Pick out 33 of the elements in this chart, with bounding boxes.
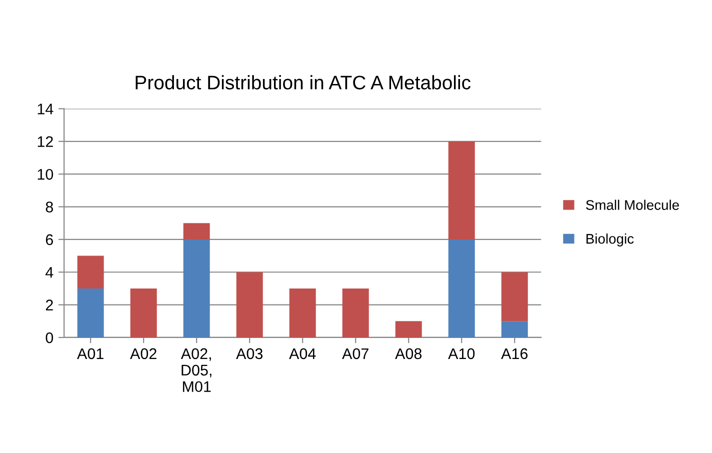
y-tick-label: 14 bbox=[38, 104, 54, 114]
bar bbox=[183, 239, 210, 338]
y-tick-label: 12 bbox=[38, 136, 53, 147]
y-tick-label: 0 bbox=[46, 332, 54, 344]
bar bbox=[77, 256, 104, 288]
bar bbox=[289, 288, 316, 338]
x-tick-label: A01 bbox=[77, 348, 104, 360]
x-tick-label: A03 bbox=[236, 348, 263, 360]
x-tick-label: A16 bbox=[501, 348, 528, 360]
bar bbox=[501, 272, 528, 322]
y-tick-label: 10 bbox=[38, 168, 54, 180]
legend-label: Biologic bbox=[586, 234, 634, 246]
bar bbox=[448, 239, 475, 338]
bar bbox=[130, 288, 157, 338]
legend-label: Small Molecule bbox=[586, 200, 679, 210]
chart-title: Product Distribution in ATC A Metabolic bbox=[136, 75, 471, 90]
x-tick-label: A10 bbox=[448, 348, 475, 360]
x-tick-label: A04 bbox=[289, 348, 316, 360]
bar bbox=[77, 288, 104, 338]
x-tick-label: A08 bbox=[395, 348, 422, 360]
x-tick-label: A02, D05, M01 bbox=[180, 348, 212, 392]
y-tick-label: 4 bbox=[46, 267, 54, 278]
y-tick-label: 6 bbox=[46, 234, 53, 246]
bar bbox=[236, 272, 263, 338]
bar bbox=[395, 321, 422, 338]
y-tick-label: 8 bbox=[46, 202, 53, 212]
bar bbox=[183, 223, 210, 240]
x-tick-label: A02 bbox=[130, 348, 156, 360]
bar bbox=[342, 288, 369, 338]
y-tick-label: 2 bbox=[46, 300, 53, 310]
bar bbox=[501, 321, 528, 338]
bar bbox=[448, 141, 475, 240]
x-tick-label: A07 bbox=[342, 348, 368, 360]
